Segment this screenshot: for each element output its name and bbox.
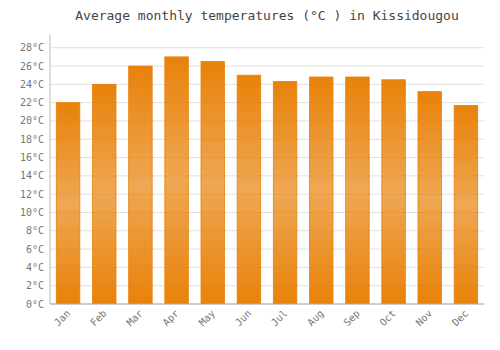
y-tick-label: 24°C xyxy=(20,79,44,90)
y-tick-label: 8°C xyxy=(26,225,44,236)
bar xyxy=(382,80,406,304)
y-tick-label: 18°C xyxy=(20,134,44,145)
chart-container: Average monthly temperatures (°C ) in Ki… xyxy=(0,0,500,350)
y-tick-label: 16°C xyxy=(20,152,44,163)
bar xyxy=(56,103,80,304)
y-axis xyxy=(50,34,51,304)
x-tick-label: Dec xyxy=(450,308,471,329)
chart: Average monthly temperatures (°C ) in Ki… xyxy=(0,0,500,350)
bar xyxy=(346,77,370,304)
bar xyxy=(129,66,153,304)
bar xyxy=(237,75,261,304)
x-tick-label: Jul xyxy=(269,308,290,329)
x-tick-label: Nov xyxy=(414,308,435,329)
x-tick-labels: Jan Feb Mar Apr May Jun Jul Aug Sep Oct Nov Dec xyxy=(52,308,470,329)
bar xyxy=(165,57,189,304)
bar xyxy=(309,77,333,304)
y-tick-label: 12°C xyxy=(20,189,44,200)
bar xyxy=(418,92,442,304)
grid-line xyxy=(50,304,484,305)
y-tick-labels: 0°C 2°C 4°C 6°C 8°C 10°C 12°C 14°C 16°C 18°C 20°C 2… xyxy=(20,42,44,309)
bar xyxy=(454,105,478,304)
y-tick-label: 4°C xyxy=(26,262,44,273)
title: Average monthly temperatures (°C ) in Ki… xyxy=(75,8,459,23)
y-tick-label: 26°C xyxy=(20,61,44,72)
x-tick-label: Apr xyxy=(160,308,181,329)
bar xyxy=(201,61,225,304)
y-tick-label: 6°C xyxy=(26,244,44,255)
y-tick-label: 0°C xyxy=(26,299,44,310)
y-tick-label: 20°C xyxy=(20,115,44,126)
y-tick-label: 28°C xyxy=(20,42,44,53)
x-tick-label: Mar xyxy=(124,308,145,329)
x-tick-label: Jan xyxy=(52,308,73,329)
x-tick-label: May xyxy=(197,308,218,329)
grid xyxy=(50,48,484,304)
y-tick-label: 22°C xyxy=(20,97,44,108)
x-tick-label: Sep xyxy=(341,308,362,329)
y-tick-label: 14°C xyxy=(20,170,44,181)
grid-line xyxy=(50,47,484,48)
x-axis xyxy=(50,304,484,305)
bar xyxy=(273,82,297,304)
grid-line xyxy=(50,66,484,67)
x-tick-label: Jun xyxy=(233,308,254,329)
x-tick-label: Feb xyxy=(88,308,109,329)
x-tick-label: Aug xyxy=(305,308,326,329)
y-tick-label: 10°C xyxy=(20,207,44,218)
bars xyxy=(56,57,477,304)
y-tick-label: 2°C xyxy=(26,280,44,291)
x-tick-label: Oct xyxy=(377,308,398,329)
bar xyxy=(92,84,116,304)
